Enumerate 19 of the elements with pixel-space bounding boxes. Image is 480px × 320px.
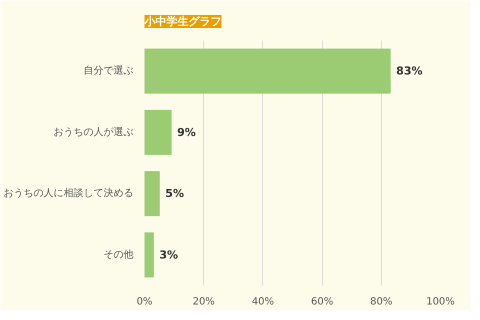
bar xyxy=(144,232,154,278)
y-tick-label: おうちの人に相談して決める xyxy=(4,187,134,200)
y-tick-label: その他 xyxy=(104,248,134,260)
bar xyxy=(144,110,172,155)
bar xyxy=(144,171,160,216)
bar xyxy=(144,48,391,94)
data-label: 5% xyxy=(165,187,184,200)
data-label: 9% xyxy=(177,126,196,139)
chart-title: 小中学生グラフ xyxy=(144,15,222,28)
x-tick-label: 80% xyxy=(370,296,392,308)
data-label: 3% xyxy=(159,248,178,262)
x-tick-label: 100% xyxy=(426,296,455,308)
y-tick-label: おうちの人が選ぶ xyxy=(54,126,134,138)
x-tick-label: 40% xyxy=(252,296,274,308)
y-tick-label: 自分で選ぶ xyxy=(84,64,134,77)
data-label: 83% xyxy=(396,64,423,78)
x-tick-label: 60% xyxy=(310,296,334,308)
x-tick-label: 20% xyxy=(192,296,215,308)
x-tick-label: 0% xyxy=(136,296,152,308)
